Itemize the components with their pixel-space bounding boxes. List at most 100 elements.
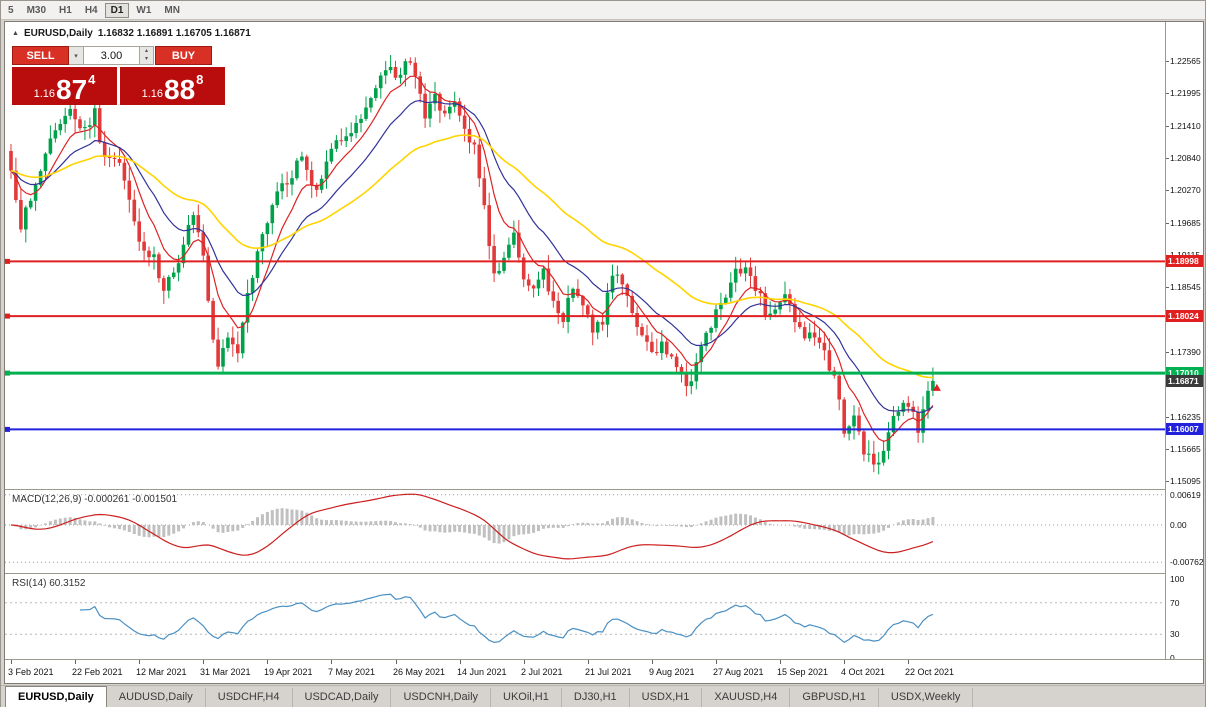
ma-45-line [10,134,933,379]
date-tick-mark [524,660,525,664]
chart-tab-usdx-weekly[interactable]: USDX,Weekly [879,688,974,707]
price-tick-mark [1166,93,1169,94]
timeframe-button-m30[interactable]: M30 [21,3,52,18]
chart-tab-gbpusd-h1[interactable]: GBPUSD,H1 [790,688,879,707]
date-tick-mark [780,660,781,664]
price-tick-label: 1.21995 [1170,88,1201,98]
timeframe-button-d1[interactable]: D1 [104,2,130,18]
date-tick-label: 2 Jul 2021 [521,667,563,677]
chart-tab-ukoil-h1[interactable]: UKOil,H1 [491,688,562,707]
price-tick-label: 1.18545 [1170,282,1201,292]
hline-handle[interactable] [5,426,10,432]
macd-histogram [14,508,935,544]
chart-tab-xauusd-h4[interactable]: XAUUSD,H4 [702,688,791,707]
chart-tab-usdx-h1[interactable]: USDX,H1 [630,688,703,707]
rsi-scale-label: 70 [1170,598,1180,608]
buy-price-display[interactable]: 1.16 88 8 [120,67,225,105]
price-tick-label: 1.17390 [1170,347,1201,357]
date-tick-label: 4 Oct 2021 [841,667,886,677]
chevron-down-icon: ▾ [74,52,78,60]
price-level-tag: 1.18024 [1166,310,1203,322]
sell-price-base: 1.16 [33,88,56,100]
date-tick-mark [908,660,909,664]
date-tick-mark [460,660,461,664]
price-tick-label: 1.22565 [1170,56,1201,66]
date-tick-label: 26 May 2021 [393,667,446,677]
ma-18-line [10,99,934,414]
date-tick-mark [844,660,845,664]
price-tick-mark [1166,352,1169,353]
macd-indicator-label: MACD(12,26,9) -0.000261 -0.001501 [12,494,178,505]
volume-increase-button[interactable]: ▴ [140,47,153,56]
rsi-scale-label: 100 [1170,574,1185,584]
macd-scale-label: -0.00762 [1170,557,1203,567]
price-tick-mark [1166,126,1169,127]
time-axis-separator [5,659,1203,660]
date-tick-label: 15 Sep 2021 [777,667,829,677]
timeframe-button-w1[interactable]: W1 [130,3,157,18]
sell-price-pips: 87 [56,74,88,105]
macd-indicator-pane[interactable] [5,490,1165,573]
date-tick-mark [396,660,397,664]
sell-price-point: 4 [88,72,96,87]
chart-window: ▲ EURUSD,Daily 1.16832 1.16891 1.16705 1… [4,21,1204,684]
macd-signal-line [10,493,934,560]
date-tick-mark [331,660,332,664]
date-tick-label: 14 Jun 2021 [457,667,507,677]
price-tick-mark [1166,190,1169,191]
buy-price-point: 8 [196,72,204,87]
chevron-up-icon: ▴ [144,47,148,54]
volume-dropdown-button[interactable]: ▾ [69,46,84,65]
sell-button[interactable]: SELL [12,46,69,65]
buy-button[interactable]: BUY [155,46,212,65]
date-tick-mark [267,660,268,664]
price-tick-label: 1.21410 [1170,121,1201,131]
chevron-down-icon: ▾ [144,56,148,63]
price-tick-mark [1166,158,1169,159]
chart-tab-usdchf-h4[interactable]: USDCHF,H4 [206,688,293,707]
price-tick-label: 1.16235 [1170,412,1201,422]
date-tick-label: 7 May 2021 [328,667,376,677]
date-tick-mark [716,660,717,664]
chart-tab-usdcnh-daily[interactable]: USDCNH,Daily [391,688,492,707]
date-tick-label: 21 Jul 2021 [585,667,632,677]
price-tick-label: 1.19685 [1170,218,1201,228]
sell-price-display[interactable]: 1.16 87 4 [12,67,117,105]
hline-handle[interactable] [5,313,10,319]
timeframe-button-h1[interactable]: H1 [53,3,78,18]
rsi-indicator-pane[interactable] [5,574,1165,659]
rsi-pane-separator [5,573,1203,574]
macd-scale-label: 0.00 [1170,520,1187,530]
date-tick-label: 22 Oct 2021 [905,667,955,677]
candles [9,55,935,475]
date-tick-label: 3 Feb 2021 [8,667,54,677]
buy-price-pips: 88 [164,74,196,105]
chart-symbol-title: EURUSD,Daily [23,28,93,39]
date-tick-mark [139,660,140,664]
date-tick-label: 19 Apr 2021 [264,667,313,677]
macd-pane-separator [5,489,1203,490]
rsi-indicator-label: RSI(14) 60.3152 [12,578,86,589]
hline-handle[interactable] [5,258,10,264]
chart-tab-eurusd-daily[interactable]: EURUSD,Daily [5,686,107,707]
price-chart-canvas[interactable] [5,22,1165,489]
timeframe-button-mn[interactable]: MN [158,3,186,18]
chart-tab-dj30-h1[interactable]: DJ30,H1 [562,688,630,707]
hline-handle[interactable] [5,370,10,376]
volume-input[interactable] [84,46,140,65]
date-tick-label: 12 Mar 2021 [136,667,187,677]
date-tick-label: 27 Aug 2021 [713,667,764,677]
buy-price-base: 1.16 [141,88,164,100]
one-click-toggle-icon[interactable]: ▲ [12,30,19,37]
chart-title-overlay: ▲ EURUSD,Daily 1.16832 1.16891 1.16705 1… [12,28,251,39]
timeframe-button-h4[interactable]: H4 [79,3,104,18]
timeframe-button-5[interactable]: 5 [2,3,20,18]
chart-tab-usdcad-daily[interactable]: USDCAD,Daily [293,688,392,707]
rsi-scale-label: 0 [1170,653,1175,659]
volume-decrease-button[interactable]: ▾ [140,55,153,64]
price-axis: 1.22565 1.21995 1.21410 1.20840 1.20270 1.196… [1166,22,1203,659]
chart-tab-audusd-daily[interactable]: AUDUSD,Daily [107,688,206,707]
date-tick-mark [652,660,653,664]
rsi-line [79,593,934,644]
